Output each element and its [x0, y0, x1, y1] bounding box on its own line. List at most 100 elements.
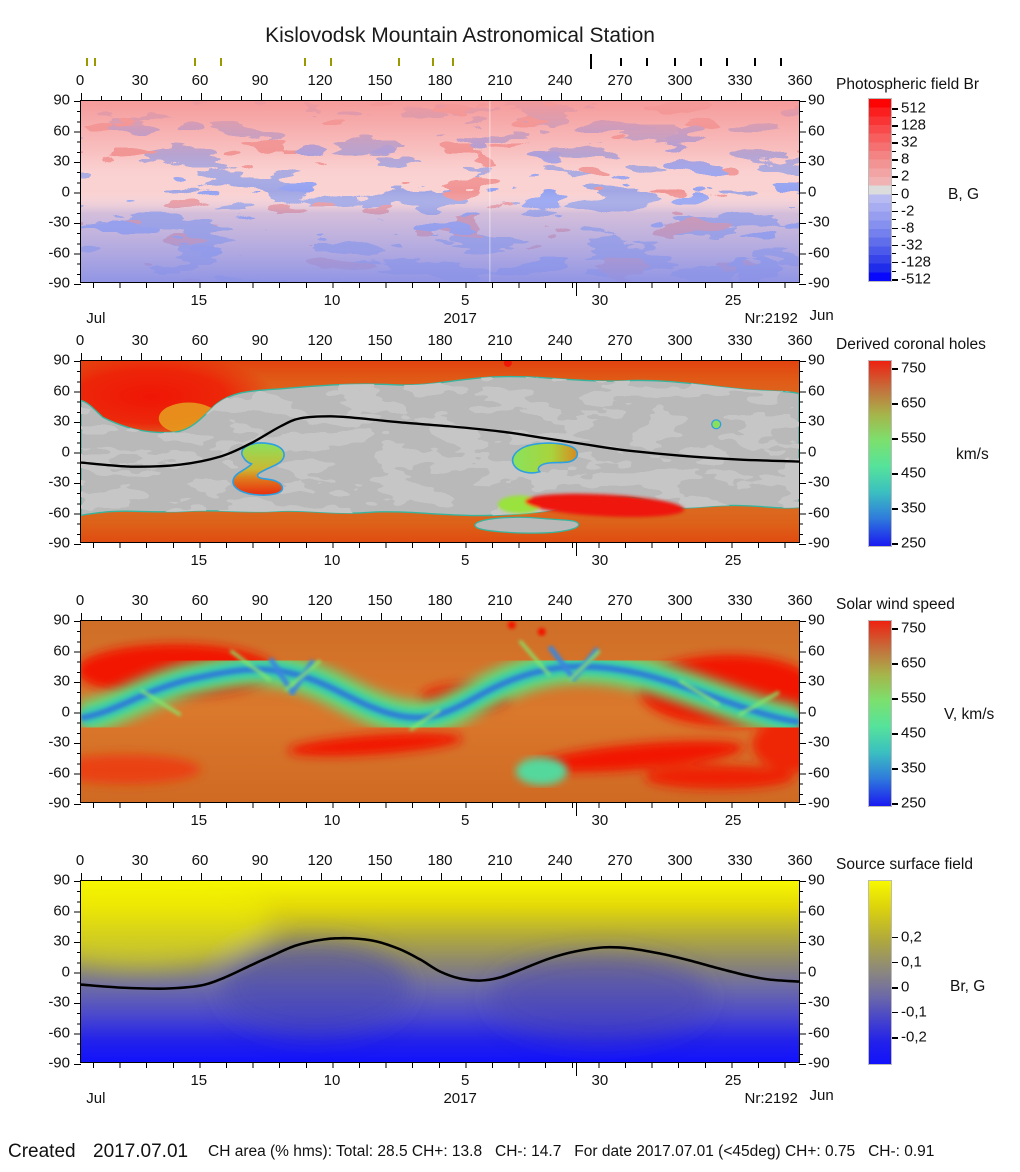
colorbar-minor-tick: [892, 236, 896, 238]
colorbar-tick: [892, 279, 898, 281]
tick-label: 0: [75, 592, 85, 609]
colorbar-tick: [892, 193, 898, 196]
tick-label: 5: [461, 1072, 470, 1089]
colorbar-tick-label: 750: [901, 619, 927, 637]
marker-tick: [700, 58, 702, 66]
photospheric-field-map: [81, 101, 799, 282]
marker-tick: [590, 54, 592, 69]
tick-label: 30: [53, 152, 70, 170]
tick-label: -30: [48, 473, 70, 491]
colorbar-minor-tick: [892, 253, 896, 255]
colorbar-tick-label: 2: [901, 167, 910, 185]
tick-label: 30: [808, 412, 825, 430]
tick-label: -60: [48, 1024, 70, 1041]
colorbar-tick: [892, 987, 898, 989]
colorbar-minor-tick: [892, 116, 896, 118]
tick-label: 10: [323, 812, 341, 829]
tick-label: -30: [808, 993, 830, 1011]
tick-label: 90: [808, 611, 825, 629]
tick-label: 5: [461, 812, 470, 829]
colorbar-unit-coronal-holes: km/s: [956, 446, 989, 463]
colorbar-tick-label: 8: [901, 150, 910, 168]
colorbar-title-source-surface: Source surface field: [836, 856, 973, 873]
colorbar-minor-tick: [892, 184, 896, 186]
tick-label: 10: [323, 552, 341, 569]
tick-label: 60: [191, 852, 209, 869]
tick-label: -90: [48, 534, 70, 552]
tick-label: 240: [547, 332, 573, 349]
tick-label: 30: [131, 332, 149, 349]
tick-label: 0: [808, 963, 817, 980]
colorbar-tick: [892, 733, 898, 735]
tick-label: 0: [61, 183, 70, 200]
tick-label: 270: [607, 72, 633, 89]
marker-tick: [780, 58, 782, 66]
solar-wind-map: [81, 621, 799, 802]
colorbar-tick: [892, 473, 898, 475]
tick-label: 0: [61, 443, 70, 460]
tick-label: 300: [667, 592, 693, 609]
colorbar-gradient: [868, 98, 892, 282]
tick-label: 30: [53, 412, 70, 430]
source-surface-plot: [74, 873, 806, 1076]
colorbar-tick: [892, 159, 898, 161]
tick-label: 15: [190, 552, 208, 569]
tick-label: 210: [487, 332, 513, 349]
tick-label: 90: [251, 592, 269, 609]
colorbar-tick-label: -2: [901, 202, 915, 220]
tick-label: -90: [808, 534, 830, 552]
tick-label: 360: [787, 852, 813, 869]
colorbar-unit-photospheric: B, G: [948, 186, 980, 203]
colorbar-coronal-holes: 750 650 550 450 350 250: [868, 360, 926, 552]
marker-tick: [674, 58, 676, 66]
colorbar-tick: [892, 227, 898, 230]
colorbar-tick-label: 250: [901, 794, 927, 812]
tick-label: 30: [808, 932, 825, 950]
tick-label: 60: [808, 382, 825, 399]
panel-photospheric-field: 0 30 60 90 120 150 180 210 240 270 300 330 360 90 60 3…: [48, 72, 833, 327]
tick-label: 15: [190, 1072, 208, 1089]
colorbar-tick-label: 350: [901, 759, 927, 777]
colorbar-tick-label: 750: [901, 359, 927, 377]
colorbar-tick: [892, 768, 898, 770]
tick-label: 300: [667, 332, 693, 349]
tick-label: -30: [808, 733, 830, 751]
tick-label: 240: [547, 852, 573, 869]
panel-source-surface-field: 0 30 60 90 120 150 180 210 240 270 300 330 360 90 60 3…: [48, 852, 833, 1107]
marker-tick: [432, 58, 434, 66]
tick-label: 90: [53, 91, 70, 109]
colorbar-tick: [892, 176, 898, 178]
colorbar-tick-label: 250: [901, 534, 927, 552]
tick-label: 270: [607, 852, 633, 869]
colorbar-tick: [892, 698, 898, 700]
colorbar-tick: [892, 261, 898, 264]
tick-label: 0: [61, 963, 70, 980]
month-year-row: Jul 2017 Nr:2192 Jun: [80, 1087, 833, 1108]
date-axis-labels: 15 10 5 30 25: [80, 1072, 800, 1090]
colorbar-gradient: [868, 360, 892, 547]
tick-label: 60: [808, 642, 825, 659]
longitude-major-ticks: [81, 93, 782, 101]
colorbar-tick: [892, 961, 898, 964]
created-date: 2017.07.01: [93, 1141, 189, 1162]
tick-label: 360: [787, 332, 813, 349]
colorbar-tick: [892, 438, 898, 440]
tick-label: 90: [251, 852, 269, 869]
colorbar-title-photospheric: Photospheric field Br: [836, 76, 980, 93]
tick-label: 240: [547, 592, 573, 609]
colorbar-tick-label: -512: [901, 270, 932, 288]
colorbar-tick: [892, 936, 898, 939]
tick-label: 0: [808, 443, 817, 460]
tick-label: 25: [724, 552, 742, 569]
tick-label: 210: [487, 72, 513, 89]
colorbar-tick: [892, 368, 898, 370]
tick-label: -30: [48, 733, 70, 751]
date-axis-labels: 15 10 5 30 25: [80, 292, 800, 310]
colorbar-gradient: [868, 880, 892, 1065]
tick-label: -90: [48, 1054, 70, 1072]
neutral-line: [81, 936, 799, 990]
tick-label: -60: [48, 504, 70, 521]
tick-label: 180: [427, 332, 453, 349]
latitude-axis-labels-left: 90 60 30 0 -30 -60 -90: [34, 92, 74, 292]
tick-label: -90: [48, 794, 70, 812]
